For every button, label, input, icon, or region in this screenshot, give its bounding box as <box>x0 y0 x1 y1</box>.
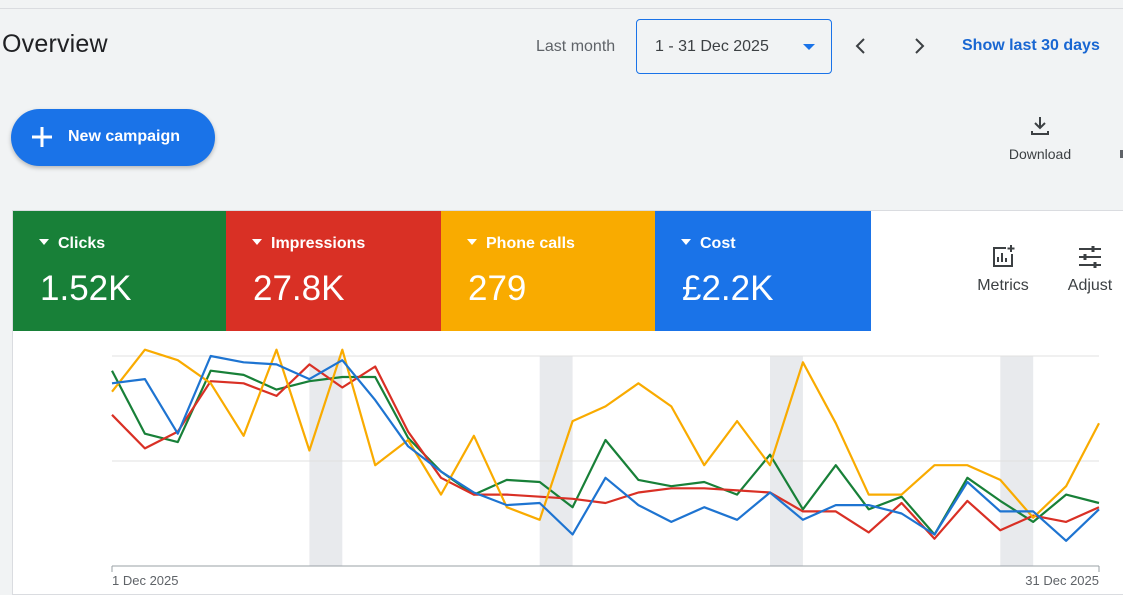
adjust-button[interactable]: Adjust <box>1050 243 1123 303</box>
show-last-30-days-link[interactable]: Show last 30 days <box>962 37 1100 54</box>
caret-down-icon <box>39 239 49 245</box>
metrics-button[interactable]: Metrics <box>963 243 1043 303</box>
previous-period-button[interactable] <box>849 34 873 58</box>
plus-icon <box>32 127 52 147</box>
series-line-phone-calls[interactable] <box>111 348 1100 521</box>
metric-label: Impressions <box>271 235 366 252</box>
caret-down-icon <box>681 239 691 245</box>
metric-value: £2.2K <box>682 269 774 308</box>
top-divider <box>0 8 1123 9</box>
tune-icon <box>1079 246 1101 268</box>
metric-tile-impressions[interactable]: Impressions 27.8K <box>226 211 441 331</box>
adjust-label: Adjust <box>1067 277 1113 294</box>
metric-label: Phone calls <box>486 235 575 252</box>
metrics-label: Metrics <box>977 277 1029 294</box>
download-button[interactable]: Download <box>1000 114 1080 164</box>
chevron-left-icon <box>855 38 865 54</box>
caret-down-icon <box>467 239 477 245</box>
metric-value: 279 <box>468 269 527 308</box>
performance-chart: 1 Dec 2025 31 Dec 2025 <box>12 330 1123 595</box>
new-campaign-button[interactable]: New campaign <box>11 109 215 166</box>
new-campaign-label: New campaign <box>68 128 181 145</box>
metric-tile-phone-calls[interactable]: Phone calls 279 <box>441 211 655 331</box>
page-title: Overview <box>2 30 108 58</box>
series-line-cost[interactable] <box>111 354 1100 542</box>
metric-label: Clicks <box>58 235 106 252</box>
series-line-impressions[interactable] <box>111 363 1100 540</box>
caret-down-icon <box>803 44 815 50</box>
download-icon <box>1031 117 1049 135</box>
date-range-value: 1 - 31 Dec 2025 <box>655 38 769 55</box>
x-axis-start-label: 1 Dec 2025 <box>112 573 179 588</box>
metric-value: 1.52K <box>40 269 132 308</box>
download-label: Download <box>1008 146 1072 162</box>
add-chart-icon <box>993 245 1015 267</box>
metric-tile-clicks[interactable]: Clicks 1.52K <box>13 211 226 331</box>
metric-tile-cost[interactable]: Cost £2.2K <box>655 211 871 331</box>
date-range-picker[interactable]: 1 - 31 Dec 2025 <box>636 19 832 74</box>
x-axis-end-label: 31 Dec 2025 <box>1025 573 1099 588</box>
next-period-button[interactable] <box>907 34 931 58</box>
metric-label: Cost <box>700 235 736 252</box>
metric-value: 27.8K <box>253 269 345 308</box>
date-range-label: Last month <box>536 38 616 55</box>
line-chart: 1 Dec 2025 31 Dec 2025 <box>111 348 1100 588</box>
chevron-right-icon <box>915 38 925 54</box>
caret-down-icon <box>252 239 262 245</box>
overflow-toolbar-edge <box>1120 150 1123 158</box>
